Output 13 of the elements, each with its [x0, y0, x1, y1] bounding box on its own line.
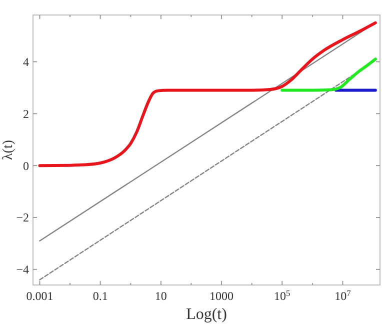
y-tick-label: 2: [23, 106, 29, 121]
x-axis-title: Log(t): [186, 306, 227, 323]
x-tick-label: 1000: [210, 289, 234, 303]
x-tick-label: 0.001: [26, 289, 54, 303]
y-tick-label: −4: [16, 262, 29, 277]
x-tick-label: 10: [154, 289, 167, 303]
x-tick-label: 0.1: [92, 289, 108, 303]
y-tick-label: 0: [23, 158, 29, 173]
x-tick-label: 10$^{7}$: [334, 288, 351, 303]
x-tick-label: 10$^{5}$: [274, 288, 290, 303]
y-axis-title: λ(t): [1, 140, 16, 160]
y-tick-label: −2: [16, 210, 29, 225]
y-tick-label: 4: [23, 54, 29, 69]
